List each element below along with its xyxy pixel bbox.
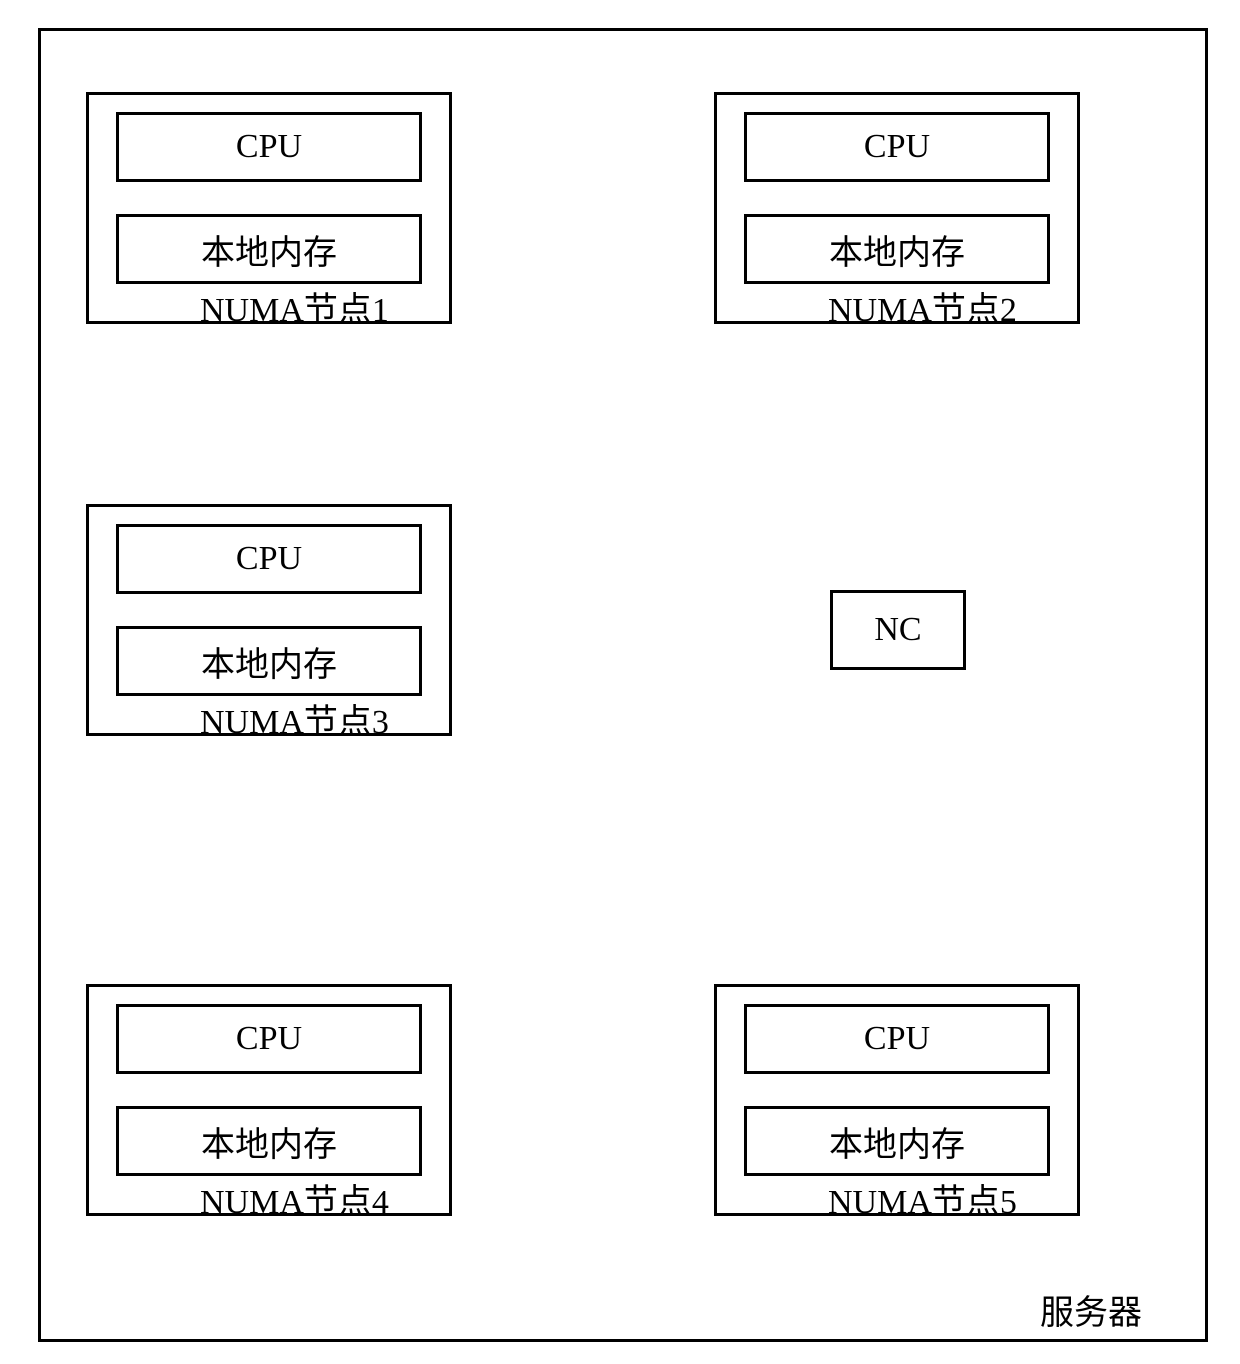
numa-4-memory-label: 本地内存: [201, 1117, 337, 1166]
nc-label: NC: [874, 611, 921, 649]
numa-2-memory-box: 本地内存: [744, 214, 1050, 284]
numa-3-cpu-box: CPU: [116, 524, 422, 594]
numa-2-memory-label: 本地内存: [829, 225, 965, 274]
numa-5-label: NUMA节点5: [828, 1174, 1017, 1223]
numa-4-cpu-box: CPU: [116, 1004, 422, 1074]
numa-1-cpu-box: CPU: [116, 112, 422, 182]
numa-1-memory-label: 本地内存: [201, 225, 337, 274]
numa-2-cpu-box: CPU: [744, 112, 1050, 182]
numa-4-cpu-label: CPU: [236, 1020, 302, 1058]
nc-box: NC: [830, 590, 966, 670]
numa-5-cpu-box: CPU: [744, 1004, 1050, 1074]
numa-4-label: NUMA节点4: [200, 1174, 389, 1223]
numa-2-label: NUMA节点2: [828, 282, 1017, 331]
server-label: 服务器: [1040, 1285, 1142, 1334]
numa-1-label: NUMA节点1: [200, 282, 389, 331]
numa-5-memory-box: 本地内存: [744, 1106, 1050, 1176]
numa-5-cpu-label: CPU: [864, 1020, 930, 1058]
numa-2-cpu-label: CPU: [864, 128, 930, 166]
numa-3-cpu-label: CPU: [236, 540, 302, 578]
numa-3-memory-label: 本地内存: [201, 637, 337, 686]
numa-1-memory-box: 本地内存: [116, 214, 422, 284]
numa-3-label: NUMA节点3: [200, 694, 389, 743]
numa-1-cpu-label: CPU: [236, 128, 302, 166]
numa-5-memory-label: 本地内存: [829, 1117, 965, 1166]
numa-4-memory-box: 本地内存: [116, 1106, 422, 1176]
numa-3-memory-box: 本地内存: [116, 626, 422, 696]
